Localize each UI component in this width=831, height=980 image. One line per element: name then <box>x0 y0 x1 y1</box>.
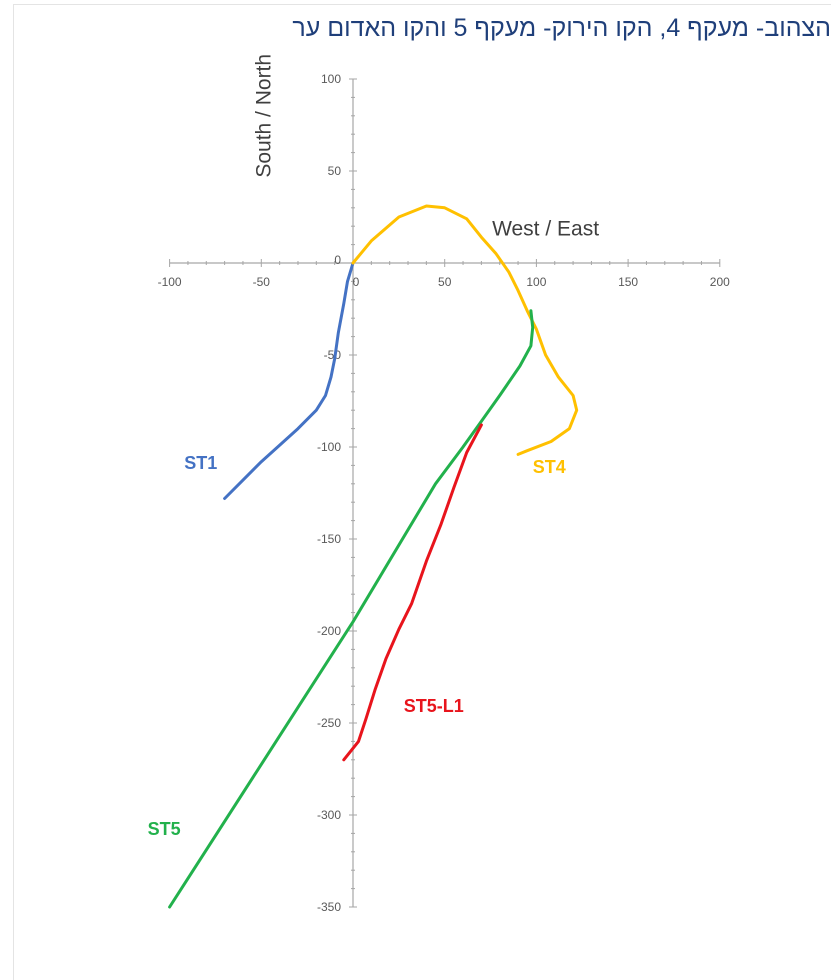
series-line-st5 <box>168 309 535 909</box>
y-tick-label: -200 <box>317 624 341 638</box>
y-tick-label: -250 <box>317 716 341 730</box>
series-label-st5-l1: ST5-L1 <box>404 696 464 716</box>
y-tick-label: 50 <box>328 164 342 178</box>
y-tick-label: 0 <box>334 253 341 267</box>
x-tick-label: -50 <box>253 275 271 289</box>
y-tick-label: -100 <box>317 440 341 454</box>
x-tick-label: 200 <box>710 275 730 289</box>
series-line-st5-l1 <box>342 423 483 762</box>
y-tick-label: -350 <box>317 900 341 914</box>
x-tick-label: 150 <box>618 275 638 289</box>
x-tick-label: 50 <box>438 275 452 289</box>
x-tick-label: 0 <box>353 275 360 289</box>
series-label-st4: ST4 <box>533 457 566 477</box>
y-tick-label: -300 <box>317 808 341 822</box>
series-label-st1: ST1 <box>184 453 217 473</box>
y-tick-label: 100 <box>321 72 341 86</box>
image-frame <box>13 4 831 980</box>
series-line-st1 <box>223 261 355 500</box>
x-axis-title: West / East <box>492 217 599 240</box>
y-tick-label: -150 <box>317 532 341 546</box>
series-label-st5: ST5 <box>148 819 181 839</box>
x-tick-label: 100 <box>526 275 546 289</box>
x-tick-label: -100 <box>158 275 182 289</box>
series-line-st4 <box>351 204 579 456</box>
y-tick-label: -50 <box>324 348 342 362</box>
y-axis-title: South / North <box>252 54 275 178</box>
chart-caption: הצהוב- מעקף 4, הקו הירוק- מעקף 5 והקו הא… <box>292 14 831 42</box>
